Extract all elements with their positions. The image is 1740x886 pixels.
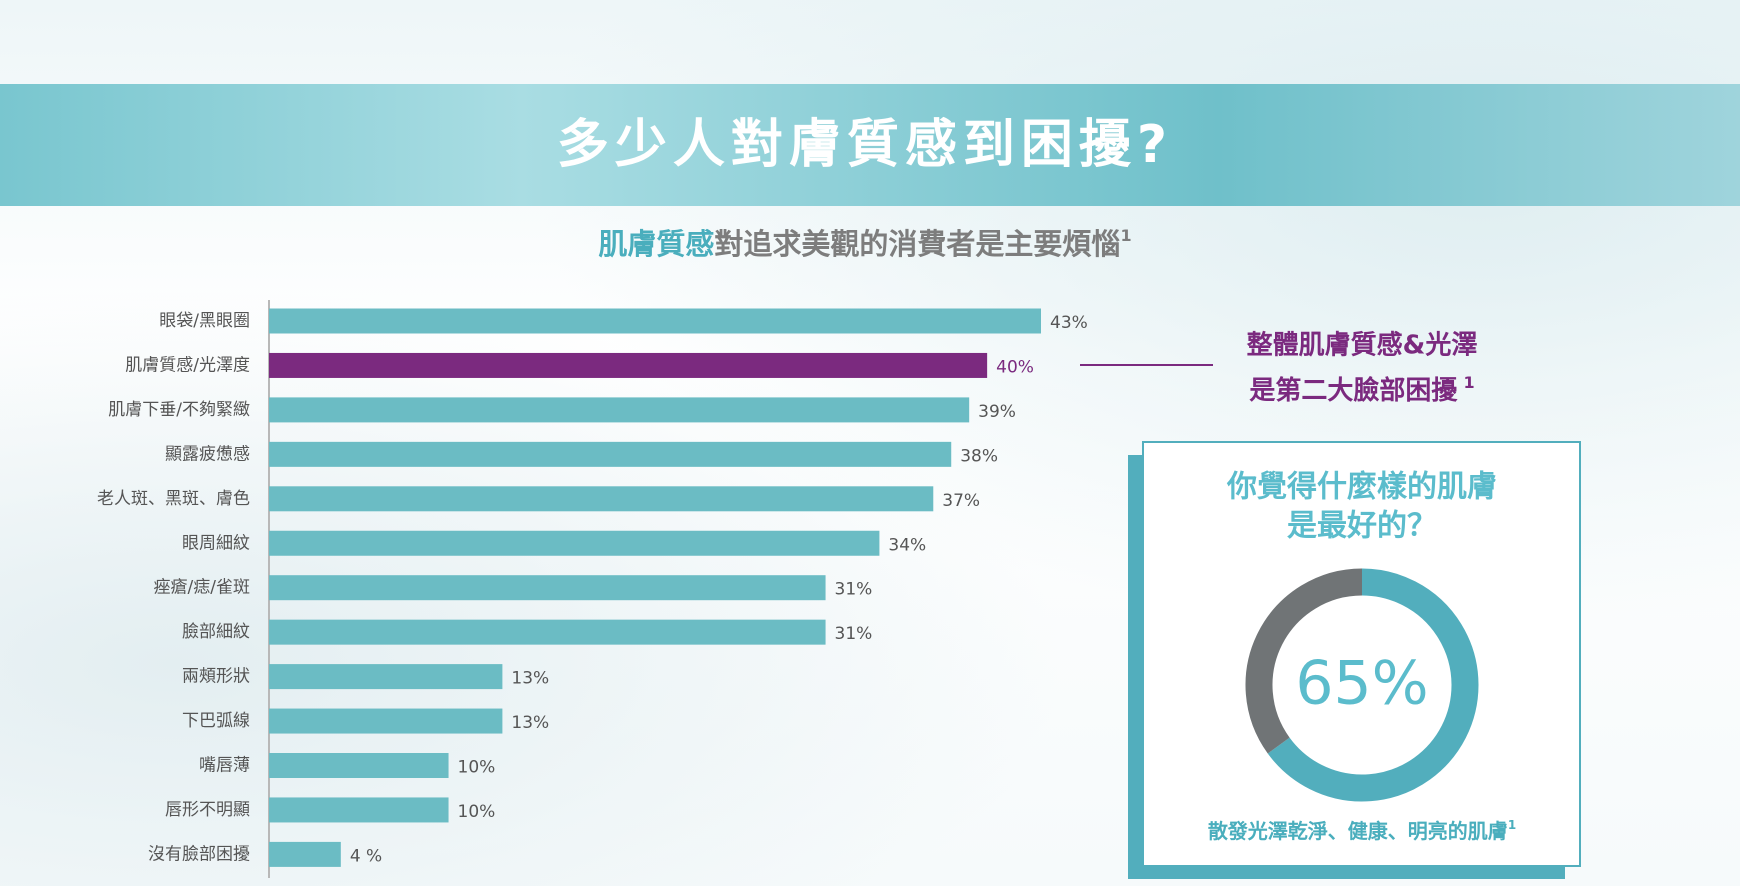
bar [269, 486, 934, 512]
category-label: 痤瘡/痣/雀斑 [154, 578, 250, 598]
bar [269, 352, 988, 378]
caption-note: 1 [1508, 818, 1516, 832]
value-label: 4 % [350, 846, 382, 866]
chart-title: 多少人對膚質感到困擾? [557, 115, 1173, 175]
category-label: 肌膚質感/光澤度 [125, 355, 250, 375]
subtitle-highlight: 肌膚質感 [598, 227, 714, 261]
bar [269, 619, 826, 645]
category-label: 唇形不明顯 [165, 800, 250, 820]
value-label: 31% [835, 624, 873, 644]
donut-value-label: 65% [1295, 649, 1428, 719]
value-label: 40% [996, 357, 1034, 377]
bar [269, 530, 880, 556]
value-label: 38% [960, 446, 998, 466]
bar [269, 397, 970, 423]
bar [269, 308, 1041, 334]
donut-segment [1245, 568, 1363, 754]
value-label: 10% [458, 802, 496, 822]
value-label: 43% [1050, 313, 1088, 333]
bar [269, 753, 449, 778]
subtitle: 肌膚質感對追求美觀的消費者是主要煩惱1 [598, 226, 1131, 262]
annotation-text: 整體肌膚質感&光澤 [1247, 330, 1478, 361]
category-label: 老人斑、黑斑、膚色 [97, 489, 250, 509]
category-label: 眼周細紋 [182, 533, 250, 553]
bar [269, 664, 503, 690]
annotation-line-text: 是第二大臉部困擾 [1249, 375, 1458, 406]
title-band [0, 84, 1740, 206]
card-title: 是最好的？ [1287, 509, 1437, 544]
bar [269, 441, 952, 467]
value-label: 34% [888, 535, 926, 555]
bar [269, 797, 449, 823]
category-label: 眼袋/黑眼圈 [159, 311, 250, 331]
caption-text: 散發光澤乾淨、健康、明亮的肌膚 [1208, 819, 1508, 843]
bar [269, 575, 826, 601]
donut-segment [1267, 568, 1479, 802]
bar [269, 841, 341, 867]
category-label: 下巴弧線 [182, 711, 250, 731]
category-label: 嘴唇薄 [199, 756, 250, 776]
subtitle-note: 1 [1120, 226, 1131, 245]
value-label: 13% [511, 713, 549, 733]
card-title: 你覺得什麼樣的肌膚 [1226, 470, 1497, 505]
annotation-text: 是第二大臉部困擾 1 [1249, 373, 1474, 406]
category-label: 兩頰形狀 [182, 667, 250, 687]
category-label: 沒有臉部困擾 [148, 844, 250, 864]
value-label: 37% [942, 491, 980, 511]
category-label: 顯露疲憊感 [165, 444, 250, 464]
subtitle-text: 對追求美觀的消費者是主要煩惱 [714, 227, 1120, 261]
category-label: 肌膚下垂/不夠緊緻 [108, 400, 250, 420]
category-label: 臉部細紋 [182, 622, 250, 642]
value-label: 39% [978, 402, 1016, 422]
bar [269, 708, 503, 734]
value-label: 13% [511, 669, 549, 689]
annotation-note: 1 [1463, 373, 1474, 392]
value-label: 10% [458, 758, 496, 778]
value-label: 31% [835, 580, 873, 600]
card-caption: 散發光澤乾淨、健康、明亮的肌膚1 [1208, 818, 1516, 843]
